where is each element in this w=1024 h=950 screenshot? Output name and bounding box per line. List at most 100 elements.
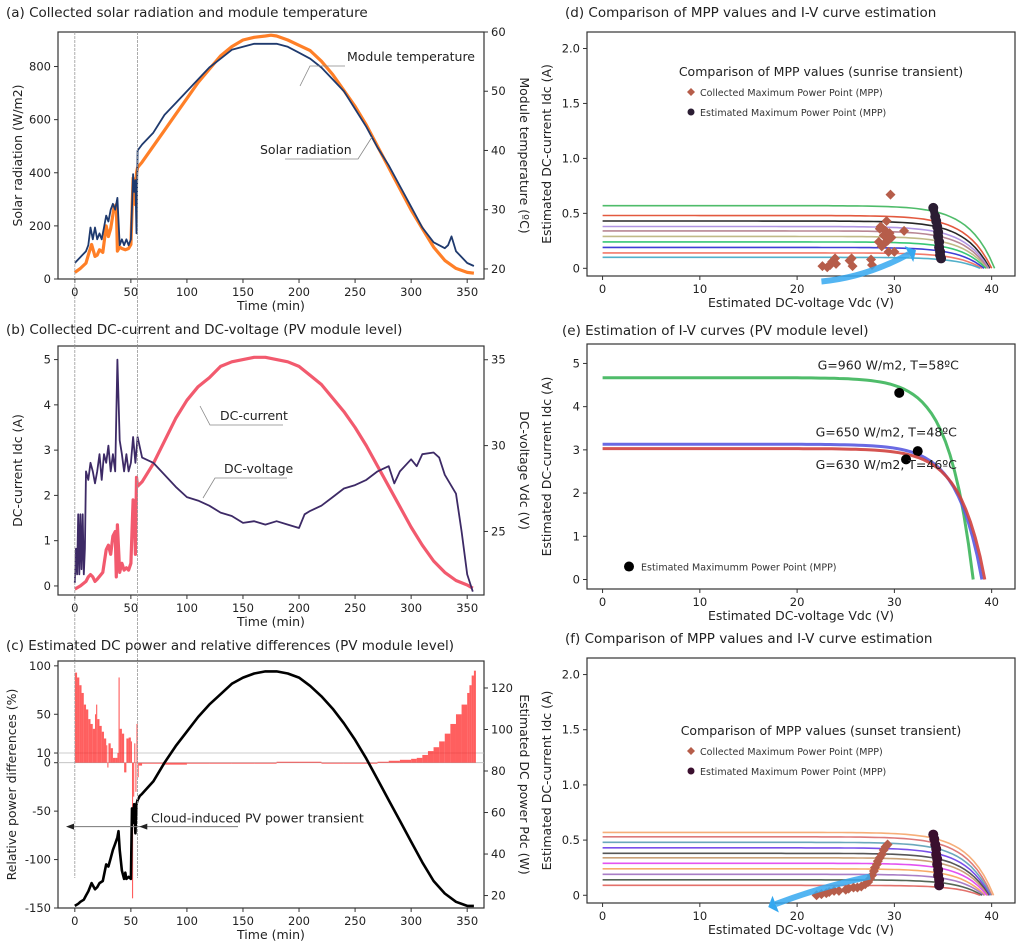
x-tick-label: 100 — [176, 285, 198, 299]
bar — [299, 761, 322, 763]
bar — [343, 762, 367, 764]
bar — [107, 762, 109, 768]
y-tick-label: 2.0 — [562, 41, 580, 55]
iv-curve-label: G=960 W/m2, T=58ºC — [818, 358, 960, 373]
y-tick-label: 2 — [44, 488, 51, 502]
collected-mpp-marker — [899, 225, 910, 236]
bar — [94, 714, 97, 763]
bar — [377, 761, 389, 763]
bar — [106, 745, 108, 763]
bar — [142, 762, 165, 764]
legend-entry: Estimated Maximum Power Point (MPP) — [700, 767, 886, 778]
bar — [416, 757, 423, 763]
annotation-solar-radiation: Solar radiation — [260, 142, 352, 157]
y-tick-label: 10 — [36, 746, 51, 760]
bar — [135, 762, 137, 792]
iv-curve — [602, 256, 981, 270]
bar — [124, 762, 127, 773]
panel-b: (b) Collected DC-current and DC-voltage … — [6, 322, 532, 629]
bar — [422, 754, 428, 763]
x-tick-label: 0 — [599, 282, 606, 296]
y2-tick-label: 50 — [491, 84, 506, 98]
y-tick-label: 800 — [29, 60, 51, 74]
iv-curve — [602, 867, 986, 896]
collected-mpp-marker — [881, 216, 892, 227]
bar — [103, 738, 107, 763]
annotation-module-temperature: Module temperature — [347, 49, 475, 64]
y-tick-label: 0 — [44, 756, 51, 770]
x-tick-label: 100 — [176, 601, 198, 615]
y-tick-label: 4 — [44, 398, 51, 412]
collected-mpp-marker — [875, 221, 886, 232]
legend-entry: Estimated Maximumm Power Point (MPP) — [641, 563, 837, 574]
y-tick-label: 1.0 — [562, 151, 580, 165]
collected-mpp-marker — [883, 246, 894, 257]
bar — [427, 751, 434, 763]
bar — [366, 762, 378, 764]
bar — [411, 758, 417, 763]
iv-curve — [602, 873, 985, 896]
y-tick-label: 0 — [573, 261, 580, 275]
y-axis-label: Solar radiation (W/m2) — [10, 84, 25, 226]
x-tick-label: 300 — [400, 601, 422, 615]
bar — [97, 719, 100, 763]
y2-axis-label: Estimated DC power Pdc (W) — [517, 694, 532, 875]
iv-curve — [602, 225, 990, 269]
iv-curve — [602, 220, 991, 269]
x-tick-label: 250 — [344, 601, 366, 615]
legend-title: Comparison of MPP values (sunset transie… — [681, 723, 962, 738]
collected-mpp-marker — [878, 239, 889, 250]
x-tick-label: 150 — [232, 285, 254, 299]
bar — [136, 723, 138, 763]
collected-mpp-marker — [847, 261, 858, 272]
iv-curve — [602, 447, 987, 580]
legend-mpp-icon — [624, 561, 634, 572]
iv-curve — [602, 241, 987, 269]
iv-curve — [602, 835, 993, 896]
bar — [276, 761, 300, 763]
y-tick-label: 0 — [44, 272, 51, 286]
x-axis-label: Estimated DC-voltage Vdc (V) — [708, 922, 894, 937]
y2-tick-label: 30 — [491, 203, 506, 217]
bar — [473, 670, 476, 763]
x-tick-label: 10 — [693, 909, 708, 923]
plot-area — [602, 376, 987, 580]
bar — [128, 737, 131, 763]
iv-curve — [602, 831, 995, 896]
plot-area — [602, 829, 995, 901]
bar — [130, 741, 132, 763]
bar — [231, 762, 255, 764]
y2-tick-label: 35 — [491, 353, 506, 367]
x-tick-label: 30 — [887, 282, 902, 296]
x-tick-label: 300 — [400, 914, 422, 928]
collected-mpp-marker — [831, 258, 842, 269]
x-tick-label: 50 — [124, 285, 139, 299]
annotation-dc-voltage: DC-voltage — [224, 461, 294, 476]
plot-frame — [586, 31, 1016, 277]
panel-title: (c) Estimated DC power and relative diff… — [6, 638, 454, 654]
y-tick-label: 1.0 — [562, 778, 580, 792]
plot-frame — [57, 660, 485, 909]
x-tick-label: 200 — [288, 914, 310, 928]
collected-mpp-marker — [882, 839, 893, 850]
y2-axis-label: DC-voltage Vdc (V) — [517, 411, 532, 530]
y-tick-label: -50 — [32, 804, 51, 818]
y-tick-label: 0.5 — [562, 206, 580, 220]
y-axis-label: Relative power differences (%) — [4, 689, 19, 881]
y2-tick-label: 100 — [491, 722, 513, 736]
bar — [92, 728, 95, 763]
collected-mpp-marker — [885, 189, 896, 200]
panel-a: (a) Collected solar radiation and module… — [6, 5, 532, 313]
bar — [99, 725, 102, 763]
x-axis-label: Time (min) — [236, 298, 305, 313]
bar — [101, 731, 104, 763]
legend-entry: Estimated Maximum Power Point (MPP) — [700, 108, 886, 119]
y2-tick-label: 60 — [491, 25, 506, 39]
series-line — [74, 355, 474, 591]
legend-title: Comparison of MPP values (sunrise transi… — [679, 64, 963, 79]
y-tick-label: 1 — [573, 529, 580, 543]
iv-curve — [602, 235, 988, 269]
estimated-mpp-cluster — [929, 203, 946, 263]
bar — [83, 704, 87, 763]
annotation-dc-current: DC-current — [220, 408, 288, 423]
